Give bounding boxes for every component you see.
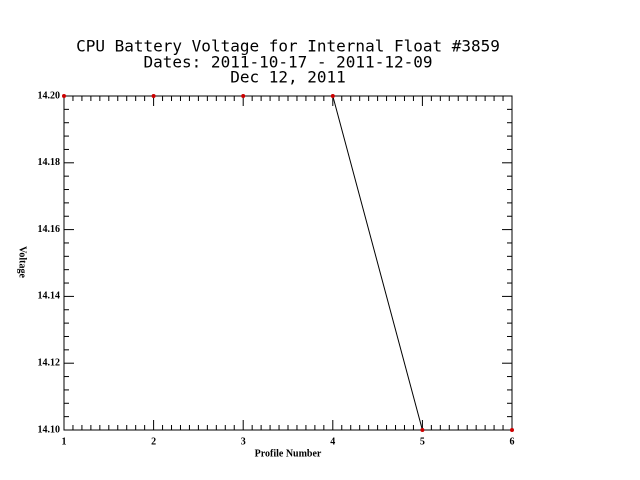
chart-date: Dec 12, 2011 <box>230 68 346 87</box>
y-tick-label: 14.12 <box>38 357 61 368</box>
data-point <box>510 428 514 432</box>
y-tick-label: 14.18 <box>38 157 61 168</box>
data-line <box>64 95 512 431</box>
data-point <box>330 94 335 98</box>
data-point <box>62 94 66 98</box>
x-tick-label: 6 <box>510 436 515 447</box>
chart-title: CPU Battery Voltage for Internal Float #… <box>76 37 500 56</box>
y-tick-label: 14.16 <box>38 224 61 235</box>
x-tick-label: 1 <box>62 436 67 447</box>
x-tick-label: 4 <box>330 436 335 447</box>
y-tick-label: 14.20 <box>38 90 61 101</box>
x-tick-label: 5 <box>420 436 425 447</box>
y-axis-label: Voltage <box>17 246 28 278</box>
data-point <box>420 428 425 432</box>
data-point <box>151 94 156 98</box>
x-tick-label: 3 <box>241 436 246 447</box>
y-tick-label: 14.14 <box>38 291 61 302</box>
y-tick-label: 14.10 <box>38 424 61 435</box>
data-point <box>241 94 246 98</box>
x-tick-label: 2 <box>151 436 156 447</box>
chart-subtitle: Dates: 2011-10-17 - 2011-12-09 <box>144 53 433 72</box>
x-axis-label: Profile Number <box>255 448 322 459</box>
